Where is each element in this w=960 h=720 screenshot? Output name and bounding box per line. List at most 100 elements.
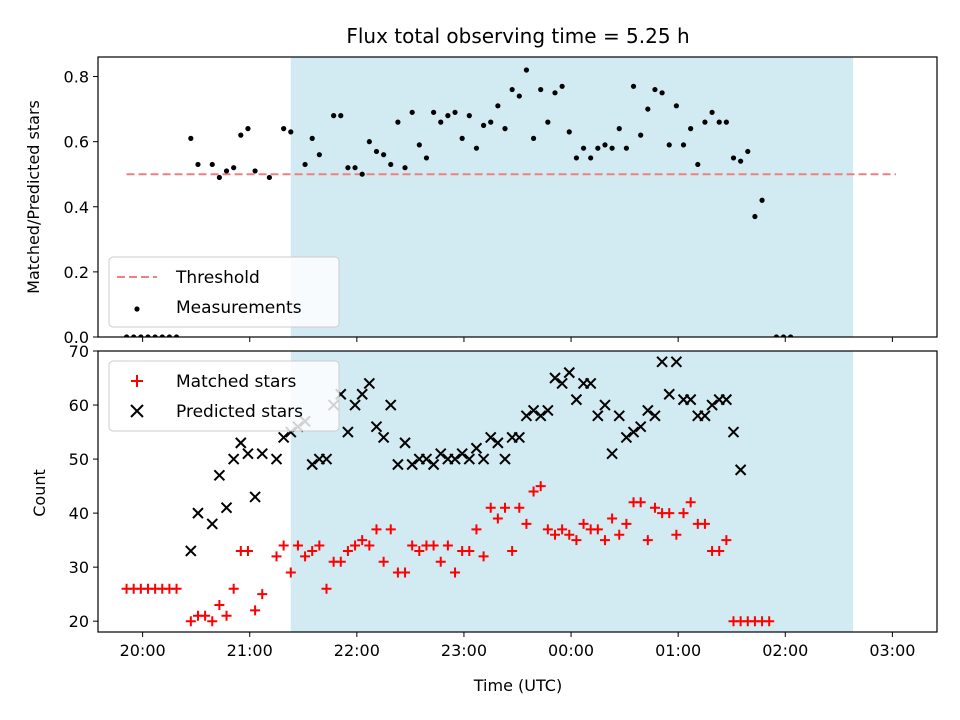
data-point bbox=[423, 155, 430, 161]
y-tick-label: 0.4 bbox=[64, 198, 89, 217]
data-point bbox=[245, 126, 251, 132]
data-point bbox=[316, 152, 322, 158]
data-point bbox=[206, 518, 218, 530]
data-point bbox=[331, 113, 337, 119]
y-tick-label: 60 bbox=[69, 396, 89, 415]
data-point bbox=[385, 524, 396, 535]
data-point bbox=[566, 129, 572, 135]
data-point bbox=[257, 589, 268, 600]
data-point bbox=[663, 388, 675, 400]
data-point bbox=[571, 535, 582, 546]
data-point bbox=[131, 334, 137, 337]
data-point bbox=[307, 545, 318, 556]
data-point bbox=[288, 129, 294, 135]
data-point bbox=[350, 540, 361, 551]
data-point bbox=[173, 334, 180, 337]
data-point bbox=[630, 83, 637, 89]
data-point bbox=[492, 437, 504, 449]
data-point bbox=[435, 556, 446, 567]
data-point bbox=[152, 334, 158, 337]
top-y-axis-label: Matched/Predicted stars bbox=[24, 100, 43, 294]
data-point bbox=[523, 67, 530, 73]
legend-label: Predicted stars bbox=[176, 402, 303, 422]
data-point bbox=[495, 103, 501, 109]
legend-label: Measurements bbox=[176, 298, 302, 318]
data-point bbox=[342, 545, 353, 556]
data-point bbox=[445, 113, 451, 119]
data-point bbox=[788, 334, 794, 337]
data-point bbox=[563, 366, 575, 379]
data-point bbox=[538, 86, 544, 93]
data-point bbox=[256, 447, 268, 460]
data-point bbox=[420, 453, 433, 465]
data-point bbox=[314, 540, 325, 551]
data-point bbox=[666, 142, 672, 148]
bottom-axes-frame bbox=[97, 350, 938, 633]
data-point bbox=[416, 142, 422, 148]
bottom-y-axis-label: Count bbox=[30, 469, 49, 517]
data-point bbox=[738, 158, 744, 164]
data-point bbox=[452, 109, 458, 115]
bottom-series-plus bbox=[121, 481, 775, 627]
data-point bbox=[670, 356, 683, 368]
data-point bbox=[345, 165, 351, 171]
data-point bbox=[370, 420, 383, 433]
data-point bbox=[706, 399, 718, 411]
data-point bbox=[285, 567, 296, 578]
data-point bbox=[699, 410, 711, 422]
data-point bbox=[699, 518, 710, 529]
data-point bbox=[407, 540, 418, 551]
data-point bbox=[584, 377, 597, 390]
data-point bbox=[530, 135, 537, 141]
data-point bbox=[366, 139, 372, 145]
data-point bbox=[652, 86, 658, 93]
y-tick-label: 0.6 bbox=[64, 133, 89, 152]
data-point bbox=[680, 142, 687, 148]
data-point bbox=[406, 458, 418, 471]
data-point bbox=[399, 437, 411, 449]
data-point bbox=[320, 453, 333, 465]
data-point bbox=[400, 567, 411, 578]
data-point bbox=[359, 171, 365, 177]
data-point bbox=[509, 86, 515, 93]
chart-title: Flux total observing time = 5.25 h bbox=[346, 24, 689, 48]
data-point bbox=[227, 453, 240, 465]
data-point bbox=[709, 109, 715, 115]
data-point bbox=[542, 524, 553, 535]
data-point bbox=[300, 551, 311, 562]
legend-label: Threshold bbox=[175, 268, 260, 288]
data-point bbox=[450, 567, 461, 578]
top-axes-frame bbox=[97, 56, 938, 338]
data-point bbox=[214, 599, 225, 610]
data-point bbox=[485, 502, 496, 513]
data-point bbox=[480, 122, 487, 128]
data-point bbox=[223, 168, 230, 174]
data-point bbox=[592, 524, 603, 535]
top-series-dot bbox=[123, 67, 794, 337]
data-point bbox=[623, 145, 629, 151]
data-point bbox=[645, 106, 651, 112]
data-point bbox=[673, 103, 679, 109]
data-point bbox=[500, 502, 511, 513]
data-point bbox=[616, 126, 622, 132]
legend-label: Matched stars bbox=[176, 372, 296, 392]
data-point bbox=[684, 393, 697, 406]
top-panel: 0.0 0.2 0.4 0.6 0.8 Threshold Measurements bbox=[64, 56, 938, 347]
data-point bbox=[373, 148, 380, 155]
data-point bbox=[595, 145, 601, 151]
data-point bbox=[306, 458, 318, 471]
data-point bbox=[488, 119, 494, 125]
data-point bbox=[620, 431, 633, 444]
data-point bbox=[499, 453, 511, 465]
data-point bbox=[220, 502, 233, 514]
data-point bbox=[642, 404, 654, 417]
data-point bbox=[431, 109, 437, 115]
data-point bbox=[231, 165, 237, 171]
data-point bbox=[377, 431, 390, 444]
data-point bbox=[388, 161, 394, 168]
data-point bbox=[557, 524, 568, 535]
data-point bbox=[613, 410, 625, 422]
data-point bbox=[635, 497, 646, 508]
data-point bbox=[277, 431, 290, 444]
x-tick-label: 23:00 bbox=[441, 641, 487, 660]
